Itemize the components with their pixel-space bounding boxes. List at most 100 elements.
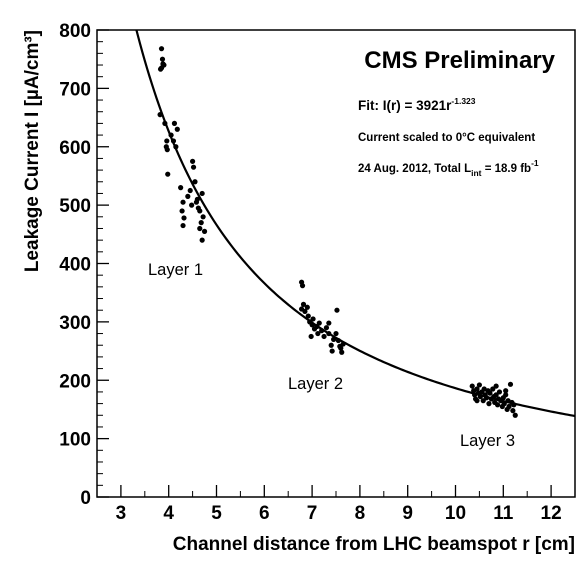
- data-point: [300, 301, 307, 307]
- y-axis-title: Leakage Current I [µA/cm³]: [22, 30, 43, 272]
- data-point: [180, 222, 186, 229]
- data-point: [333, 330, 339, 337]
- y-tick-label: 200: [59, 371, 91, 392]
- chart-title: CMS Preliminary: [364, 47, 555, 74]
- data-point: [197, 225, 203, 232]
- data-point: [328, 342, 334, 348]
- data-point: [308, 333, 314, 340]
- x-tick-label: 6: [259, 503, 270, 524]
- data-point: [474, 398, 480, 404]
- data-point: [178, 185, 184, 191]
- data-point: [503, 392, 509, 398]
- data-point: [201, 228, 208, 234]
- data-point: [304, 304, 310, 310]
- x-tick-label: 4: [163, 503, 174, 524]
- data-point: [179, 208, 185, 214]
- fit-formula: Fit: I(r) = 3921r: [358, 98, 452, 113]
- data-point: [305, 313, 311, 319]
- data-point: [334, 307, 340, 313]
- lumi-superscript: -1: [531, 158, 539, 168]
- layer-2-label: Layer 2: [288, 375, 343, 393]
- data-point: [199, 237, 205, 243]
- data-point: [512, 412, 518, 418]
- data-point: [321, 333, 327, 340]
- data-point: [190, 158, 196, 164]
- data-point: [174, 126, 180, 132]
- data-point: [171, 120, 178, 126]
- x-axis-title: Channel distance from LHC beamspot r [cm…: [173, 534, 575, 555]
- data-point: [164, 138, 170, 144]
- data-point: [164, 147, 170, 153]
- layer-3-label: Layer 3: [460, 432, 515, 450]
- data-point: [507, 381, 514, 387]
- data-point: [197, 208, 203, 214]
- x-tick-label: 10: [445, 503, 466, 524]
- data-point: [326, 320, 332, 326]
- data-point: [157, 66, 164, 72]
- data-point: [503, 388, 509, 394]
- y-tick-label: 0: [80, 488, 91, 509]
- data-point: [315, 330, 321, 337]
- data-point: [161, 62, 167, 68]
- y-tick-label: 300: [59, 313, 91, 334]
- y-tick-label: 800: [59, 21, 91, 42]
- data-point: [469, 383, 475, 389]
- data-point: [180, 199, 186, 205]
- data-point: [165, 171, 171, 177]
- lumi-subscript: int: [471, 168, 482, 178]
- data-point: [192, 179, 198, 185]
- lumi-prefix: 24 Aug. 2012, Total L: [358, 163, 471, 175]
- data-point: [480, 398, 486, 404]
- data-point: [181, 215, 187, 221]
- data-point: [185, 193, 191, 199]
- y-tick-label: 100: [59, 430, 91, 451]
- x-tick-label: 7: [307, 503, 318, 524]
- data-point: [299, 283, 306, 289]
- data-point: [198, 220, 204, 226]
- y-tick-label: 600: [59, 138, 91, 159]
- data-point: [302, 308, 308, 314]
- data-point: [493, 383, 499, 389]
- data-point: [158, 46, 165, 52]
- scaling-note: Current scaled to 0°C equivalent: [358, 132, 535, 144]
- data-point: [187, 187, 193, 194]
- x-tick-label: 3: [116, 503, 127, 524]
- data-point: [510, 408, 516, 414]
- data-point: [159, 56, 166, 62]
- data-point: [496, 389, 503, 395]
- data-point: [189, 202, 195, 208]
- data-point: [200, 214, 206, 220]
- x-tick-label: 9: [402, 503, 413, 524]
- fit-exponent: -1.323: [451, 96, 475, 106]
- data-point: [486, 401, 492, 407]
- x-axis: 3 4 5 6 7 8 9 10 11 12: [96, 485, 576, 524]
- data-point: [476, 382, 482, 388]
- fit-curve: [135, 30, 575, 418]
- x-tick-label: 11: [493, 503, 514, 524]
- x-tick-label: 12: [541, 503, 562, 524]
- data-point: [316, 320, 322, 326]
- data-point: [310, 316, 316, 322]
- data-point: [339, 349, 345, 355]
- data-point: [323, 325, 330, 331]
- data-point: [338, 345, 344, 351]
- data-point: [199, 190, 205, 197]
- x-tick-label: 5: [211, 503, 222, 524]
- y-axis: 0 100 200 300 400 500 600 700 800: [59, 21, 109, 509]
- layer-1-label: Layer 1: [148, 261, 203, 279]
- data-point: [490, 386, 496, 392]
- y-tick-label: 400: [59, 255, 91, 276]
- y-tick-label: 700: [59, 79, 91, 100]
- data-point: [493, 392, 499, 398]
- x-tick-label: 8: [355, 503, 366, 524]
- data-point: [474, 386, 480, 392]
- lumi-note: 24 Aug. 2012, Total Lint = 18.9 fb-1: [358, 158, 539, 178]
- y-tick-label: 500: [59, 196, 91, 217]
- data-point: [487, 390, 493, 396]
- data-point: [494, 402, 501, 408]
- data-point: [329, 348, 335, 354]
- data-point: [506, 403, 512, 410]
- lumi-value: = 18.9 fb: [482, 163, 532, 175]
- data-point: [193, 199, 200, 205]
